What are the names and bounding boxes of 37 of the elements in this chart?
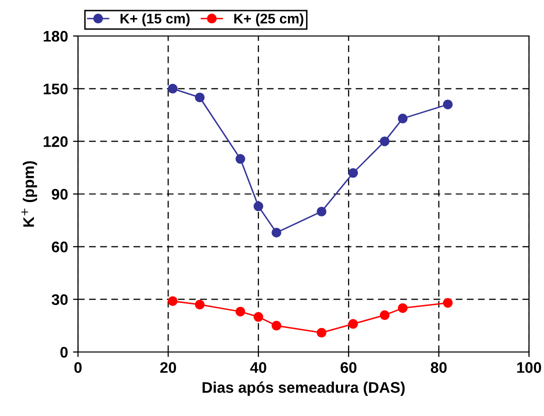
point [316, 206, 326, 216]
point [398, 114, 408, 124]
x-axis-title: Dias após semeadura (DAS) [202, 382, 405, 396]
point [194, 92, 205, 102]
x-tick-label: 20 [160, 362, 176, 373]
point [194, 300, 205, 310]
legend-label: K+ (25 cm) [234, 13, 304, 26]
point [236, 306, 246, 316]
y-tick-label: 90 [52, 188, 68, 200]
x-tick-label: 40 [250, 362, 266, 373]
y-tick-label: 120 [44, 136, 68, 148]
point [348, 319, 358, 329]
x-tick-label: 0 [74, 362, 82, 373]
point [398, 303, 408, 313]
x-tick-label: 60 [340, 362, 356, 373]
y-tick-label: 0 [60, 346, 68, 358]
point [442, 100, 453, 110]
y-tick-label: 60 [52, 242, 68, 252]
y-tick-label: 30 [52, 294, 68, 306]
y-tick-label: 180 [44, 30, 68, 42]
point [168, 296, 178, 306]
x-tick-label: 80 [430, 362, 447, 373]
point [348, 168, 358, 178]
point [236, 154, 246, 164]
point [380, 310, 390, 320]
x-tick-label: 100 [517, 362, 542, 373]
point [254, 201, 264, 212]
point [316, 328, 326, 338]
legend-label: K+ (15 cm) [120, 13, 190, 26]
point [272, 320, 282, 331]
point [272, 228, 282, 238]
point [380, 136, 390, 146]
point [442, 298, 453, 308]
y-tick-label: 150 [44, 84, 68, 94]
point [254, 312, 264, 322]
point [168, 84, 178, 94]
y-axis-title: K$^{+}$ (ppm) [21, 161, 38, 227]
